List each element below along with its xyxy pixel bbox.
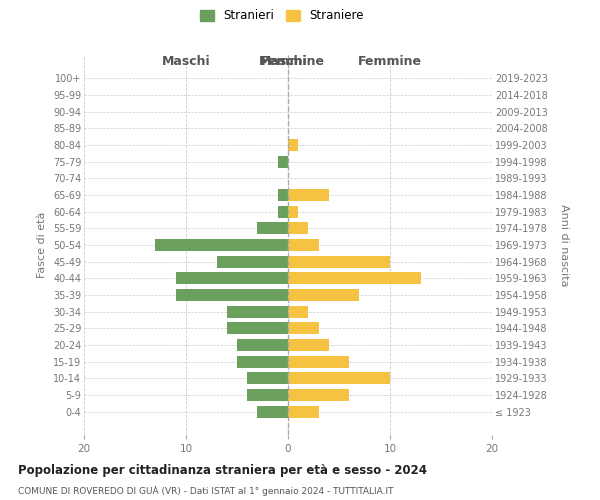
Bar	[227, 306, 288, 318]
Bar	[288, 256, 390, 268]
Bar	[257, 406, 288, 417]
Bar	[288, 272, 421, 284]
Bar	[288, 139, 298, 151]
Bar	[288, 406, 319, 417]
Bar	[288, 322, 319, 334]
Bar	[257, 222, 288, 234]
Bar	[288, 372, 390, 384]
Bar	[288, 339, 329, 351]
Bar	[247, 372, 288, 384]
Bar	[217, 256, 288, 268]
Legend: Stranieri, Straniere: Stranieri, Straniere	[196, 6, 368, 26]
Bar	[288, 206, 298, 218]
Y-axis label: Anni di nascita: Anni di nascita	[559, 204, 569, 286]
Bar	[278, 189, 288, 201]
Bar	[278, 206, 288, 218]
Bar	[288, 356, 349, 368]
Bar	[288, 289, 359, 301]
Y-axis label: Fasce di età: Fasce di età	[37, 212, 47, 278]
Bar	[278, 156, 288, 168]
Bar	[288, 189, 329, 201]
Bar	[288, 239, 319, 251]
Bar	[237, 339, 288, 351]
Bar	[288, 222, 308, 234]
Text: Femmine: Femmine	[358, 55, 422, 68]
Bar	[288, 389, 349, 401]
Bar	[155, 239, 288, 251]
Bar	[227, 322, 288, 334]
Bar	[176, 289, 288, 301]
Text: Femmine: Femmine	[261, 55, 325, 68]
Bar	[176, 272, 288, 284]
Text: Maschi: Maschi	[161, 55, 211, 68]
Bar	[247, 389, 288, 401]
Bar	[237, 356, 288, 368]
Bar	[288, 306, 308, 318]
Text: COMUNE DI ROVEREDO DI GUÀ (VR) - Dati ISTAT al 1° gennaio 2024 - TUTTITALIA.IT: COMUNE DI ROVEREDO DI GUÀ (VR) - Dati IS…	[18, 486, 394, 496]
Text: Popolazione per cittadinanza straniera per età e sesso - 2024: Popolazione per cittadinanza straniera p…	[18, 464, 427, 477]
Text: Maschi: Maschi	[259, 55, 307, 68]
